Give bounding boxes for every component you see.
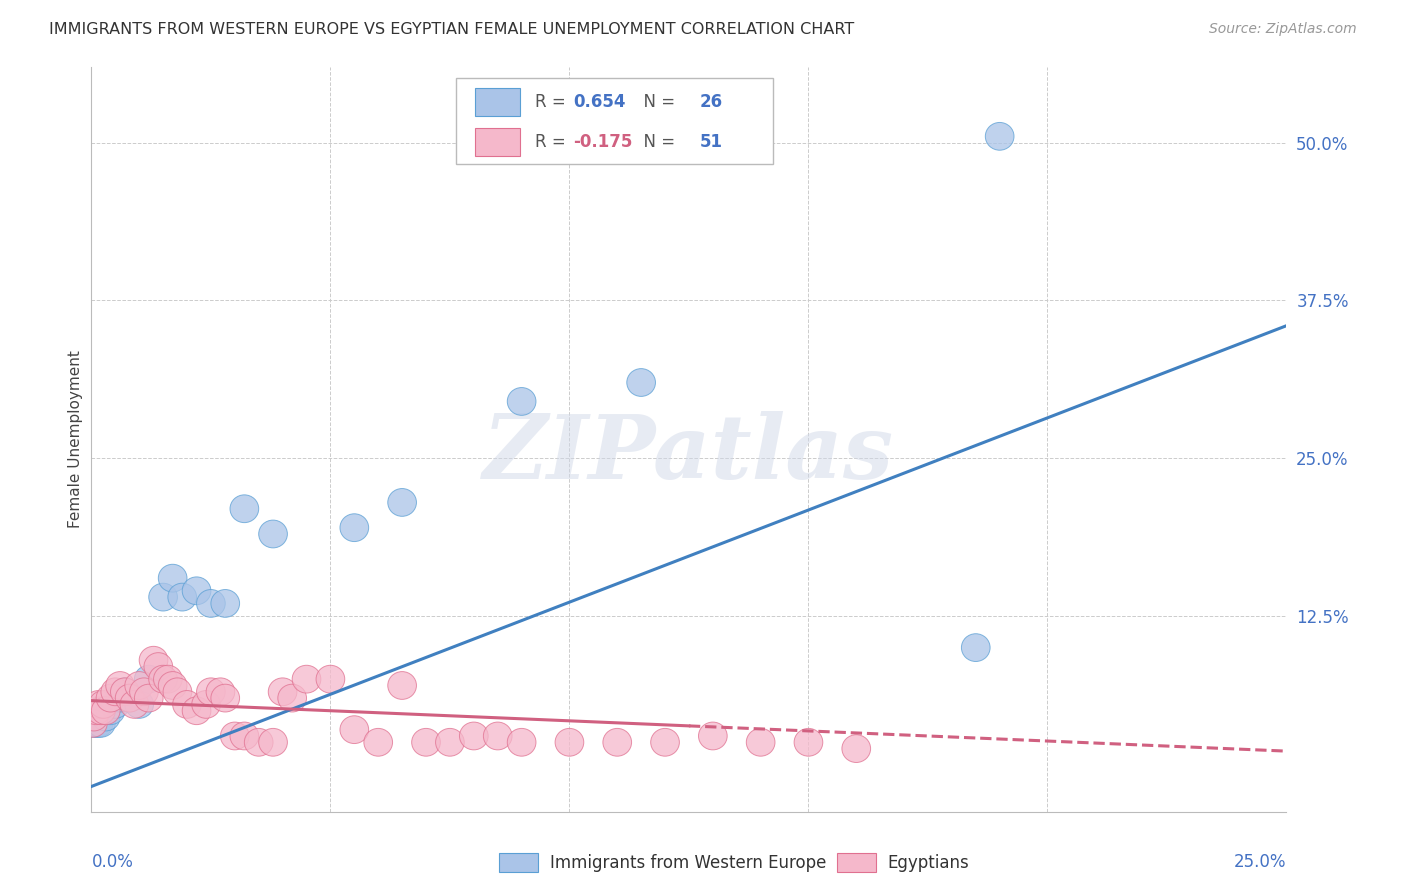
Ellipse shape xyxy=(460,723,488,750)
Ellipse shape xyxy=(651,729,679,756)
Ellipse shape xyxy=(159,672,187,699)
Ellipse shape xyxy=(125,672,153,699)
Ellipse shape xyxy=(340,715,368,744)
Ellipse shape xyxy=(173,690,201,718)
Text: Source: ZipAtlas.com: Source: ZipAtlas.com xyxy=(1209,22,1357,37)
Ellipse shape xyxy=(105,684,135,712)
Ellipse shape xyxy=(129,678,159,706)
Ellipse shape xyxy=(105,672,135,699)
Ellipse shape xyxy=(191,690,221,718)
Ellipse shape xyxy=(135,665,163,693)
Ellipse shape xyxy=(115,684,143,712)
Text: IMMIGRANTS FROM WESTERN EUROPE VS EGYPTIAN FEMALE UNEMPLOYMENT CORRELATION CHART: IMMIGRANTS FROM WESTERN EUROPE VS EGYPTI… xyxy=(49,22,855,37)
Ellipse shape xyxy=(82,709,111,737)
Ellipse shape xyxy=(197,590,225,617)
Ellipse shape xyxy=(221,723,249,750)
Ellipse shape xyxy=(231,723,259,750)
Ellipse shape xyxy=(508,387,536,416)
Text: 0.654: 0.654 xyxy=(574,93,626,112)
Ellipse shape xyxy=(183,697,211,724)
Ellipse shape xyxy=(962,633,990,662)
Ellipse shape xyxy=(120,690,149,718)
Ellipse shape xyxy=(139,647,167,674)
Ellipse shape xyxy=(111,678,139,706)
Ellipse shape xyxy=(79,709,108,737)
Text: N =: N = xyxy=(633,133,681,152)
Ellipse shape xyxy=(207,678,235,706)
Text: 0.0%: 0.0% xyxy=(91,853,134,871)
Text: Immigrants from Western Europe: Immigrants from Western Europe xyxy=(550,854,827,871)
Ellipse shape xyxy=(316,665,344,693)
Bar xyxy=(475,88,520,116)
Ellipse shape xyxy=(269,678,297,706)
Ellipse shape xyxy=(84,690,112,718)
Ellipse shape xyxy=(231,495,259,523)
Text: R =: R = xyxy=(534,93,571,112)
Ellipse shape xyxy=(96,684,125,712)
Ellipse shape xyxy=(627,368,655,396)
Ellipse shape xyxy=(364,729,392,756)
Text: 25.0%: 25.0% xyxy=(1234,853,1286,871)
Ellipse shape xyxy=(197,678,225,706)
Ellipse shape xyxy=(508,729,536,756)
Ellipse shape xyxy=(79,709,107,737)
Ellipse shape xyxy=(135,684,163,712)
Text: Egyptians: Egyptians xyxy=(887,854,969,871)
Bar xyxy=(456,78,773,164)
Ellipse shape xyxy=(82,697,111,724)
Ellipse shape xyxy=(292,665,321,693)
Ellipse shape xyxy=(747,729,775,756)
Ellipse shape xyxy=(96,697,125,724)
Ellipse shape xyxy=(278,684,307,712)
Ellipse shape xyxy=(111,678,139,706)
Ellipse shape xyxy=(91,703,120,731)
Ellipse shape xyxy=(101,678,129,706)
Ellipse shape xyxy=(986,122,1014,150)
Ellipse shape xyxy=(159,565,187,592)
Ellipse shape xyxy=(143,653,173,681)
Ellipse shape xyxy=(84,709,112,737)
Ellipse shape xyxy=(388,672,416,699)
Ellipse shape xyxy=(149,583,177,611)
Ellipse shape xyxy=(555,729,583,756)
Text: 51: 51 xyxy=(700,133,723,152)
Ellipse shape xyxy=(91,697,120,724)
Ellipse shape xyxy=(87,709,115,737)
Text: N =: N = xyxy=(633,93,681,112)
Ellipse shape xyxy=(603,729,631,756)
Text: 26: 26 xyxy=(700,93,723,112)
Ellipse shape xyxy=(259,729,287,756)
Ellipse shape xyxy=(436,729,464,756)
Bar xyxy=(475,128,520,156)
Text: -0.175: -0.175 xyxy=(574,133,633,152)
Ellipse shape xyxy=(259,520,287,548)
Ellipse shape xyxy=(101,690,129,718)
Ellipse shape xyxy=(183,577,211,605)
Ellipse shape xyxy=(115,684,143,712)
Ellipse shape xyxy=(153,665,183,693)
Ellipse shape xyxy=(245,729,273,756)
Ellipse shape xyxy=(388,489,416,516)
Ellipse shape xyxy=(842,735,870,763)
Ellipse shape xyxy=(89,690,118,718)
Ellipse shape xyxy=(163,678,191,706)
Ellipse shape xyxy=(412,729,440,756)
Ellipse shape xyxy=(167,583,197,611)
Y-axis label: Female Unemployment: Female Unemployment xyxy=(67,351,83,528)
Ellipse shape xyxy=(699,723,727,750)
Text: R =: R = xyxy=(534,133,571,152)
Ellipse shape xyxy=(211,590,239,617)
Ellipse shape xyxy=(79,703,108,731)
Ellipse shape xyxy=(125,690,153,718)
Ellipse shape xyxy=(211,684,239,712)
Ellipse shape xyxy=(340,514,368,541)
Ellipse shape xyxy=(87,697,115,724)
Ellipse shape xyxy=(484,723,512,750)
Text: ZIPatlas: ZIPatlas xyxy=(484,411,894,498)
Ellipse shape xyxy=(149,665,177,693)
Ellipse shape xyxy=(794,729,823,756)
